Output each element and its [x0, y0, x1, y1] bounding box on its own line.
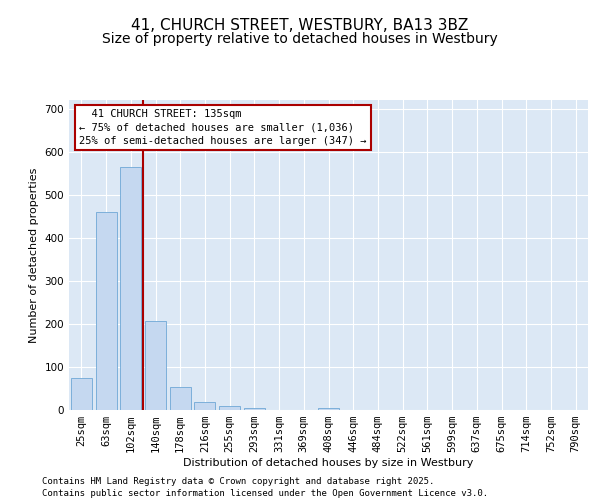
Bar: [244, 408, 265, 410]
Text: Contains public sector information licensed under the Open Government Licence v3: Contains public sector information licen…: [42, 489, 488, 498]
Bar: [71, 378, 92, 410]
Bar: [219, 406, 240, 410]
Text: 41 CHURCH STREET: 135sqm
← 75% of detached houses are smaller (1,036)
25% of sem: 41 CHURCH STREET: 135sqm ← 75% of detach…: [79, 110, 367, 146]
Text: 41, CHURCH STREET, WESTBURY, BA13 3BZ: 41, CHURCH STREET, WESTBURY, BA13 3BZ: [131, 18, 469, 32]
Bar: [120, 166, 141, 410]
Bar: [170, 387, 191, 410]
Bar: [145, 321, 166, 410]
Y-axis label: Number of detached properties: Number of detached properties: [29, 168, 39, 342]
Bar: [194, 402, 215, 410]
Bar: [95, 212, 116, 410]
Text: Contains HM Land Registry data © Crown copyright and database right 2025.: Contains HM Land Registry data © Crown c…: [42, 478, 434, 486]
Bar: [318, 408, 339, 410]
X-axis label: Distribution of detached houses by size in Westbury: Distribution of detached houses by size …: [184, 458, 473, 468]
Text: Size of property relative to detached houses in Westbury: Size of property relative to detached ho…: [102, 32, 498, 46]
